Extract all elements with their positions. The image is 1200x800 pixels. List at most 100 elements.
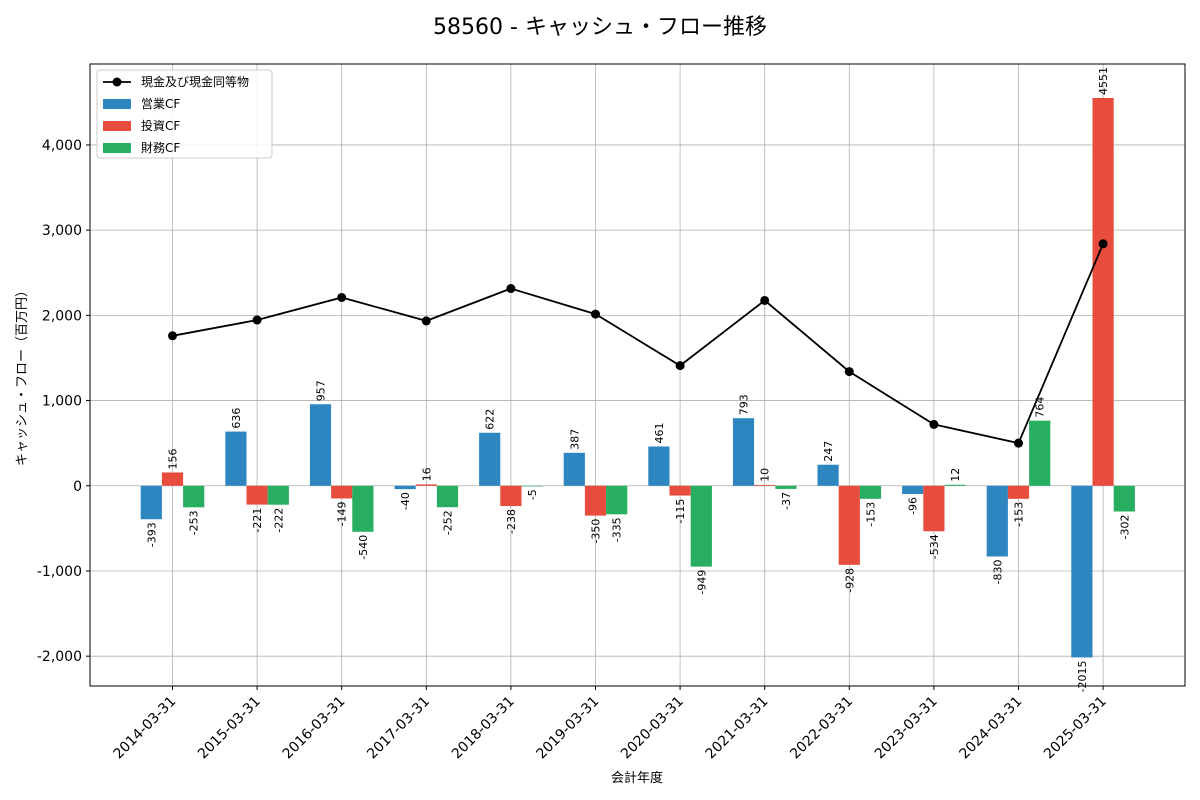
x-tick-label: 2018-03-31 [449,694,518,763]
legend-box [96,69,273,159]
bar-value-label: -830 [991,559,1004,584]
bar-value-label: 387 [568,429,581,450]
x-tick-label: 2022-03-31 [787,694,856,763]
bar-value-label: 764 [1034,397,1047,418]
cash-line-point [252,315,262,325]
cash-line-point [1014,438,1023,448]
bar [923,485,945,532]
cash-line-point [844,367,854,377]
y-tick-label: 3,000 [42,223,82,239]
bar [500,485,522,507]
bar [648,446,670,486]
y-axis: -2,000 -1,000 0 1,000 2,000 3,000 4,000 [37,138,90,665]
legend-label: 投資CF [141,118,180,133]
bar [859,485,882,499]
bar-value-label: 247 [822,441,835,462]
bar-value-label: -221 [251,508,264,533]
bar [817,464,839,486]
bar [1113,485,1135,512]
y-tick-label: -2,000 [37,649,82,665]
cash-line-point [1098,239,1108,249]
x-tick-label: 2016-03-31 [280,694,349,763]
bar-value-label: 622 [484,409,497,430]
bar [352,485,374,532]
x-tick-label: 2020-03-31 [618,694,687,763]
bar [309,404,332,486]
x-axis: 2014-03-31 2015-03-31 2016-03-31 2017-03-31… [110,686,1110,763]
y-tick-label: 1,000 [42,394,82,410]
bar-value-label: -534 [928,534,941,559]
legend-line-marker [112,77,122,87]
legend-bar-swatch [103,99,131,109]
bar-value-label: 957 [315,380,328,401]
legend-bar-swatch [103,143,131,153]
bar [140,485,162,520]
bar [183,485,205,508]
bar [944,484,966,486]
x-tick-label: 2021-03-31 [703,694,772,763]
legend-label: 営業CF [141,97,180,111]
bar [690,485,712,567]
x-tick-label: 2023-03-31 [872,694,941,763]
x-axis-label: 会計年度 [611,770,663,786]
cash-line-point [760,295,770,305]
bar [415,484,437,486]
bar [838,485,860,565]
bar [669,485,691,496]
bar-value-label: -302 [1118,514,1131,539]
bar [754,484,776,486]
bar [1071,485,1093,658]
y-tick-label: 2,000 [42,308,82,324]
bar-value-label: -37 [780,492,793,510]
x-tick-label: 2024-03-31 [956,694,1025,763]
legend-bar-swatch [103,121,131,131]
y-tick-label: 0 [73,479,82,495]
cash-line [168,239,1108,448]
legend-label: 財務CF [141,140,180,155]
bar-value-label: -40 [399,492,412,510]
bar-value-label: -5 [526,489,539,500]
x-tick-label: 2019-03-31 [533,694,602,763]
bar [521,485,543,487]
bar-value-label: 10 [759,468,772,482]
bar-value-label: -252 [442,510,455,535]
cash-line-point [421,316,431,326]
bar-value-label: -149 [336,501,349,526]
bar [267,485,289,505]
bar [775,485,797,489]
bar-value-label: -96 [907,497,920,515]
y-axis-label: キャッシュ・フロー（百万円） [15,284,30,466]
bar [1007,485,1030,499]
bar [732,418,755,486]
bar-value-label: 461 [653,422,666,443]
bar-value-label: -928 [843,568,856,593]
bar-value-label: -2015 [1076,660,1089,692]
bar [1092,97,1114,486]
x-tick-label: 2014-03-31 [110,694,179,763]
bar-value-label: -222 [272,508,285,533]
cash-line-path [172,243,1104,445]
bar [225,431,247,486]
cash-line-point [168,331,177,341]
bar-value-label: -949 [695,570,708,595]
plot-frame [89,63,1186,687]
bar [902,485,924,494]
bar-value-label: -153 [865,502,878,527]
bar [479,432,501,486]
bars [140,97,1135,658]
cash-line-point [929,419,939,429]
x-tick-label: 2025-03-31 [1041,694,1110,763]
bar-value-label: -540 [357,535,370,560]
x-tick-label: 2017-03-31 [364,694,433,763]
cash-line-point [337,292,347,302]
y-tick-label: -1,000 [37,564,82,580]
bar-value-label: -115 [674,499,687,524]
bar [436,485,459,508]
bar-value-label: -393 [145,522,158,547]
bar-value-label: -335 [611,517,624,542]
bar-value-label: -238 [505,509,518,534]
cash-line-point [675,361,685,371]
cash-line-point [591,309,600,319]
bar-value-label: -350 [590,519,603,544]
